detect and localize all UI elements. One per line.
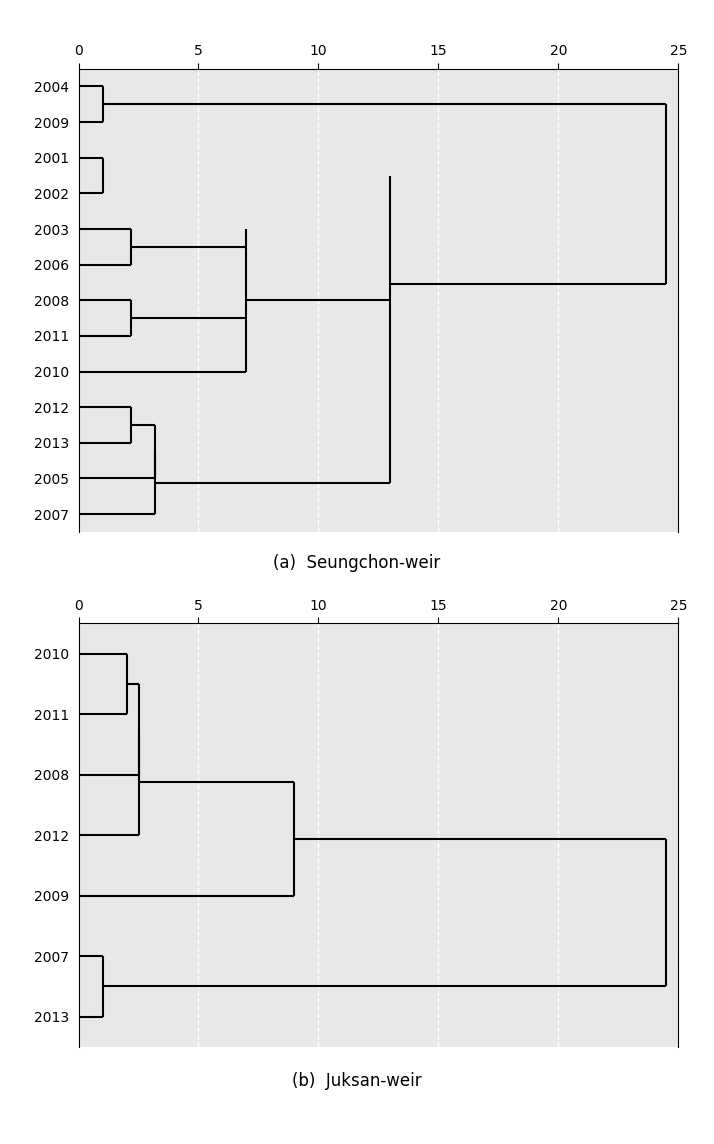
Text: (b)  Juksan-weir: (b) Juksan-weir	[292, 1072, 422, 1090]
Text: (a)  Seungchon-weir: (a) Seungchon-weir	[273, 554, 441, 572]
